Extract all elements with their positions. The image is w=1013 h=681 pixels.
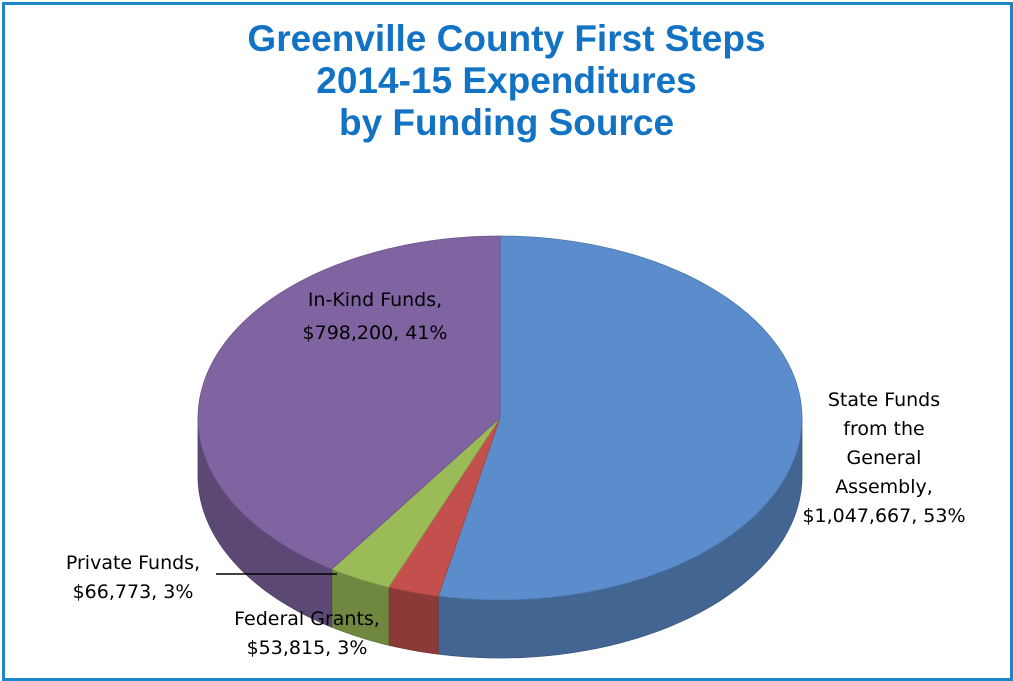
data-label-private-funds: Private Funds, $66,773, 3%: [66, 552, 200, 603]
pie-slice-in-kind-funds: [197, 235, 501, 570]
data-label-line: Assembly,: [835, 476, 933, 498]
pie-slice-state-funds-from-the-general-assembly: [437, 235, 803, 601]
pie-side-federal-grants: [388, 586, 439, 655]
data-label-line: Federal Grants,: [234, 608, 380, 630]
data-label-line: General: [847, 447, 922, 469]
data-label-line: from the: [843, 418, 924, 440]
pie-slice-private-funds: [330, 417, 501, 588]
data-label-state-funds-from-the-general-assembly: State Funds from the General Assembly, $1,04…: [802, 389, 965, 527]
chart-title-line-2: 2014-15 Expenditures: [316, 60, 697, 101]
chart-title: Greenville County First Steps 2014-15 Ex…: [0, 18, 1013, 144]
data-label-line: $53,815, 3%: [247, 637, 368, 659]
data-label-line: $1,047,667, 53%: [802, 505, 965, 527]
slice-labels: State Funds from the General Assembly, $1,04…: [66, 289, 966, 659]
chart-title-line-3: by Funding Source: [338, 102, 675, 143]
chart-title-line-1: Greenville County First Steps: [247, 18, 766, 59]
pie-top-faces: [197, 235, 803, 601]
data-label-line: State Funds: [828, 389, 940, 411]
data-label-line: Private Funds,: [66, 552, 200, 574]
data-label-line: In-Kind Funds,: [308, 289, 442, 311]
data-label-federal-grants: Federal Grants, $53,815, 3%: [234, 608, 380, 659]
pie-slice-federal-grants: [387, 417, 501, 597]
data-label-line: $798,200, 41%: [303, 322, 448, 344]
data-label-line: $66,773, 3%: [73, 581, 194, 603]
data-label-in-kind-funds: In-Kind Funds, $798,200, 41%: [303, 289, 448, 344]
